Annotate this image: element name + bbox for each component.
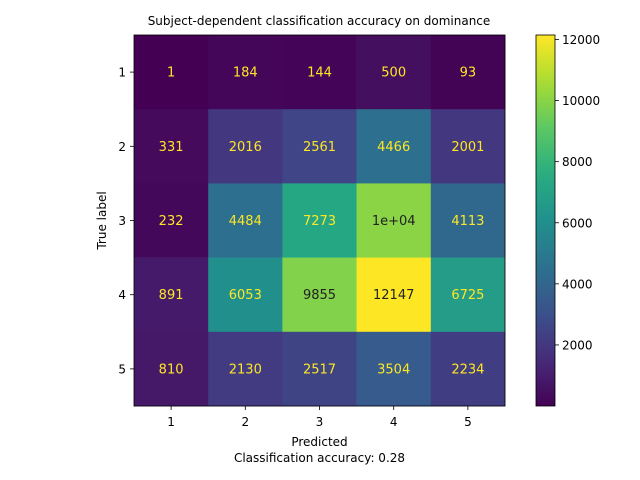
heatmap-cell [282,331,357,407]
chart-title: Subject-dependent classification accurac… [148,14,491,28]
y-tick-label: 4 [118,288,126,302]
y-tick-label: 2 [118,140,126,154]
colorbar-tick-label: 6000 [562,216,593,230]
x-tick-label: 1 [167,415,175,429]
cell-value-label: 4484 [229,214,262,229]
cell-value-label: 184 [233,66,258,81]
heatmap-cell [282,183,357,258]
heatmap-cell [134,331,209,407]
cell-value-label: 2016 [229,140,262,155]
colorbar-tick-label: 12000 [562,33,600,47]
heatmap-cell [356,183,432,258]
cell-value-label: 232 [159,214,184,229]
y-tick-label: 3 [118,214,126,228]
cell-value-label: 500 [381,66,406,81]
cell-value-label: 810 [159,362,184,377]
heatmap-cell [208,183,283,258]
heatmap-cell [430,109,506,184]
x-tick-label: 2 [241,415,249,429]
heatmap-cell [356,35,432,110]
heatmap-cell [430,35,506,110]
heatmap-cell [282,109,357,184]
cell-value-label: 1 [167,66,175,81]
heatmap-cell [356,257,432,333]
cell-value-label: 12147 [373,288,414,303]
cell-value-label: 3504 [377,362,410,377]
cell-value-label: 144 [307,66,332,81]
cell-value-label: 331 [159,140,184,155]
heatmap-cells: 1 184 144 500 93 331 2016 2561 4466 2001 232 4484 72… [134,35,506,407]
x-tick-label: 3 [316,415,324,429]
heatmap-cell [356,109,432,184]
y-axis-label: True label [95,191,109,250]
x-axis-label: Predicted [291,435,347,449]
x-tick-label: 4 [390,415,398,429]
cell-value-label: 9855 [303,288,336,303]
y-tick-label: 5 [118,362,126,376]
heatmap-cell [134,109,209,184]
cell-value-label: 6725 [451,288,484,303]
colorbar-tick-label: 4000 [562,277,593,291]
heatmap-cell [208,257,283,333]
colorbar-tick-label: 8000 [562,155,593,169]
heatmap-cell [430,183,506,258]
heatmap-cell [208,331,283,407]
heatmap-cell [208,35,283,110]
heatmap-cell [282,35,357,110]
heatmap-cell [356,331,432,407]
colorbar-tick-label: 2000 [562,338,593,352]
cell-value-label: 93 [460,66,477,81]
cell-value-label: 2001 [451,140,484,155]
heatmap-cell [430,257,506,333]
cell-value-label: 891 [159,288,184,303]
y-tick-label: 1 [118,66,126,80]
cell-value-label: 1e+04 [372,214,416,229]
cell-value-label: 2561 [303,140,336,155]
cell-value-label: 2234 [451,362,484,377]
heatmap-cell [134,257,209,333]
colorbar [535,34,556,407]
cell-value-label: 2517 [303,362,336,377]
x-tick-label: 5 [464,415,472,429]
cell-value-label: 2130 [229,362,262,377]
heatmap-cell [134,35,209,110]
cell-value-label: 7273 [303,214,336,229]
x-axis-ticks: 1 2 3 4 5 [167,406,472,429]
cell-value-label: 4466 [377,140,410,155]
heatmap-cell [208,109,283,184]
y-axis-ticks: 1 2 3 4 5 [118,66,134,376]
heatmap-cell [282,257,357,333]
heatmap-cell [134,183,209,258]
cell-value-label: 4113 [451,214,484,229]
colorbar-tick-label: 10000 [562,94,600,108]
colorbar-ticks: 2000 4000 6000 8000 10000 12000 [555,33,600,352]
classification-accuracy-caption: Classification accuracy: 0.28 [234,451,405,465]
heatmap-cell [430,331,506,407]
cell-value-label: 6053 [229,288,262,303]
